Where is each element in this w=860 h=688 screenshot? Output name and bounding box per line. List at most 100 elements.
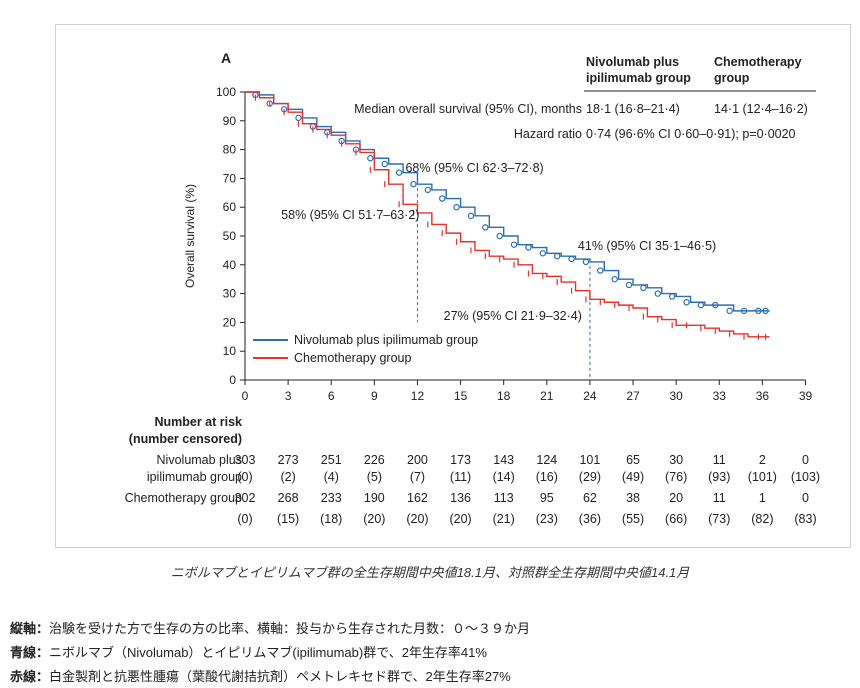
chemo-censored: (20): [406, 512, 428, 526]
note-text: 治験を受けた方で生存の方の比率、横軸：投与から生存された月数：０～３９か月: [49, 621, 531, 636]
nivolumab-censored: (4): [324, 470, 339, 484]
nivolumab-censored: (103): [791, 470, 820, 484]
nivolumab-at-risk: 11: [713, 453, 726, 467]
annotation-nivolumab-24-months: 41% (95% CI 35·1–46·5): [578, 239, 716, 253]
chemo-censored: (18): [320, 512, 342, 526]
chemo-at-risk: 190: [364, 491, 385, 505]
chemo-at-risk: 302: [235, 491, 256, 505]
chemo-censored: (82): [751, 512, 773, 526]
y-tick-label: 50: [223, 229, 237, 243]
nivolumab-at-risk: 30: [669, 453, 683, 467]
x-tick-label: 3: [285, 389, 292, 403]
x-tick-label: 21: [540, 389, 554, 403]
nivolumab-censor-mark: [683, 299, 690, 306]
nivolumab-at-risk: 0: [802, 453, 809, 467]
y-tick-label: 0: [229, 373, 236, 387]
nivolumab-censored: (7): [410, 470, 425, 484]
chemo-censored: (0): [237, 512, 252, 526]
nivolumab-censor-mark: [295, 114, 302, 122]
x-tick-label: 30: [669, 389, 683, 403]
nivolumab-censor-mark: [553, 252, 561, 260]
nivolumab-censor-mark: [395, 169, 403, 176]
nivolumab-censored: (5): [367, 470, 382, 484]
x-tick-label: 24: [583, 389, 597, 403]
x-tick-label: 9: [371, 389, 378, 403]
chemo-at-risk: 1: [759, 491, 766, 505]
nivolumab-censored: (76): [665, 470, 687, 484]
risk-label-chemo: Chemotherapy group: [125, 491, 242, 505]
nivolumab-censor-mark: [640, 284, 647, 292]
figure-caption: ニボルマブとイピリムマブ群の全生存期間中央値18.1月、対照群全生存期間中央値1…: [170, 565, 690, 580]
risk-label-nivolumab: Nivolumab plus: [157, 453, 242, 467]
stats-header-nivolumab: Nivolumab plus: [586, 55, 679, 69]
y-tick-label: 10: [223, 344, 237, 358]
chemo-at-risk: 136: [450, 491, 471, 505]
chemo-censored: (20): [449, 512, 471, 526]
risk-table-title: (number censored): [129, 432, 242, 446]
nivolumab-censor-mark: [525, 244, 532, 251]
chemo-censored: (36): [579, 512, 601, 526]
nivolumab-censored: (2): [280, 470, 295, 484]
nivolumab-censored: (101): [748, 470, 777, 484]
nivolumab-at-risk: 273: [278, 453, 299, 467]
nivolumab-censor-mark: [654, 290, 661, 297]
nivolumab-censor-mark: [726, 307, 733, 315]
nivolumab-at-risk: 143: [493, 453, 514, 467]
nivolumab-censor-mark: [582, 258, 590, 266]
nivolumab-censor-mark: [453, 203, 460, 211]
risk-label-nivolumab: ipilimumab group: [147, 470, 242, 484]
chemo-at-risk: 62: [583, 491, 597, 505]
chemo-censored: (83): [794, 512, 816, 526]
nivolumab-censor-mark: [611, 275, 618, 283]
stats-hazard-value: 0·74 (96·6% CI 0·60–0·91); p=0·0020: [586, 127, 796, 141]
nivolumab-censor-mark: [755, 307, 762, 315]
nivolumab-censored: (11): [450, 470, 471, 484]
nivolumab-at-risk: 200: [407, 453, 428, 467]
y-tick-label: 20: [223, 315, 237, 329]
annotation-nivolumab-12-months: 68% (95% CI 62·3–72·8): [405, 161, 543, 175]
nivolumab-censor-mark: [410, 180, 417, 188]
chemo-censored: (55): [622, 512, 644, 526]
nivolumab-censor-mark: [539, 250, 547, 257]
chemo-at-risk: 233: [321, 491, 342, 505]
chemo-at-risk: 11: [713, 491, 726, 505]
y-tick-label: 90: [223, 114, 237, 128]
stats-header-nivolumab: ipilimumab group: [586, 71, 691, 85]
chemo-at-risk: 20: [669, 491, 683, 505]
x-tick-label: 15: [454, 389, 468, 403]
nivolumab-censor-mark: [496, 232, 503, 240]
x-tick-label: 39: [799, 389, 813, 403]
nivolumab-survival-line: [245, 91, 770, 312]
chemo-censored: (23): [536, 512, 558, 526]
stats-header-chemo: group: [714, 71, 750, 85]
chemo-censored: (66): [665, 512, 687, 526]
nivolumab-censored: (14): [493, 470, 515, 484]
y-tick-label: 80: [223, 143, 237, 157]
nivolumab-censored: (0): [237, 470, 252, 484]
nivolumab-censored: (16): [536, 470, 558, 484]
nivolumab-censored: (93): [708, 470, 730, 484]
x-tick-label: 12: [411, 389, 425, 403]
x-tick-label: 27: [626, 389, 640, 403]
nivolumab-at-risk: 303: [235, 453, 256, 467]
nivolumab-censor-mark: [597, 267, 604, 274]
chemo-at-risk: 38: [626, 491, 640, 505]
nivolumab-censor-mark: [467, 212, 475, 220]
nivolumab-at-risk: 173: [450, 453, 471, 467]
chemo-at-risk: 268: [278, 491, 299, 505]
nivolumab-censor-mark: [625, 281, 633, 289]
stats-median-nivolumab: 18·1 (16·8–21·4): [586, 102, 680, 116]
nivolumab-censored: (29): [579, 470, 601, 484]
nivolumab-at-risk: 2: [759, 453, 766, 467]
legend-chemo-label: Chemotherapy group: [294, 351, 411, 365]
chemo-censored: (21): [493, 512, 515, 526]
nivolumab-censor-mark: [367, 155, 374, 162]
annotation-chemo-12-months: 58% (95% CI 51·7–63·2): [281, 208, 419, 222]
note-text: ニボルマブ（Nivolumab）とイピリムマブ(ipilimumab)群で、2年…: [49, 645, 487, 660]
chemo-censored: (20): [363, 512, 385, 526]
note-text: 白金製剤と抗悪性腫瘍（葉酸代謝拮抗剤）ペメトレキセド群で、2年生存率27%: [49, 669, 511, 684]
nivolumab-censor-mark: [510, 241, 518, 248]
nivolumab-censor-mark: [568, 255, 575, 263]
note-blue-line: 青線：ニボルマブ（Nivolumab）とイピリムマブ(ipilimumab)群で…: [10, 642, 487, 661]
